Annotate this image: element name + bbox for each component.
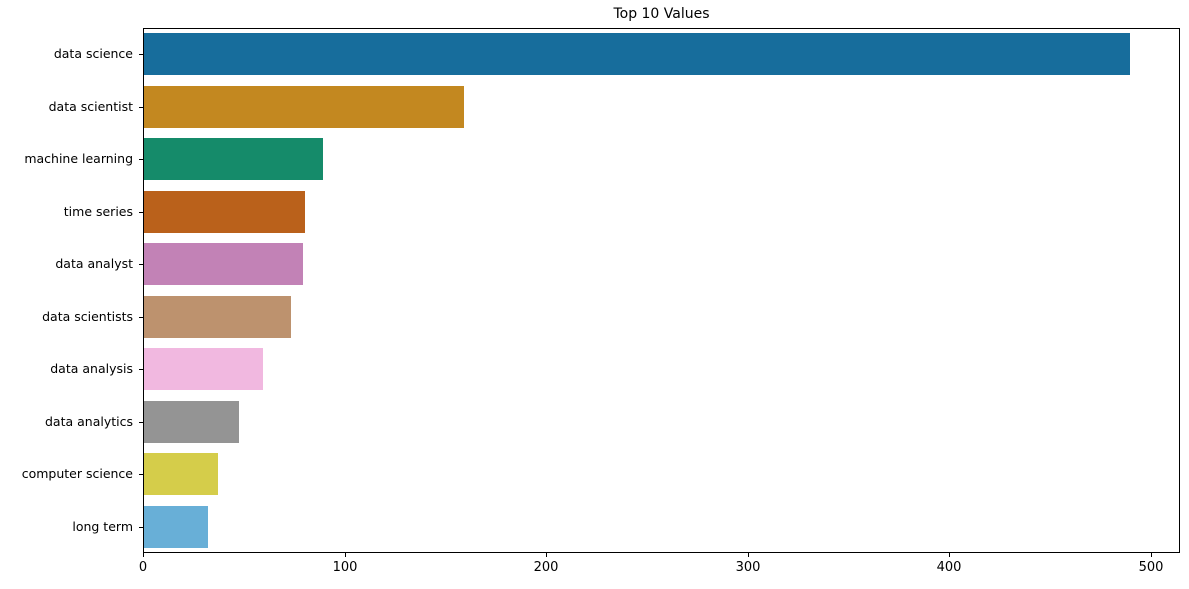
y-tick-mark — [139, 212, 143, 213]
bar-long-term — [144, 505, 209, 548]
x-tick-mark — [345, 553, 346, 557]
bar-data-science — [144, 33, 1130, 76]
bar-time-series — [144, 190, 305, 233]
y-tick-mark — [139, 369, 143, 370]
x-tick-mark — [949, 553, 950, 557]
x-tick-label: 0 — [138, 560, 148, 575]
y-tick-label: data analytics — [44, 413, 133, 429]
y-tick-mark — [139, 527, 143, 528]
y-tick-label: machine learning — [24, 151, 133, 167]
y-tick-label: data scientists — [42, 308, 133, 324]
x-tick-label: 100 — [332, 560, 358, 575]
bar-data-scientist — [144, 85, 464, 128]
bar-machine-learning — [144, 138, 324, 181]
y-tick-label: data analysis — [50, 361, 133, 377]
x-tick-label: 200 — [533, 560, 559, 575]
y-tick-mark — [139, 317, 143, 318]
y-tick-mark — [139, 264, 143, 265]
y-tick-label: data analyst — [55, 256, 133, 272]
y-tick-mark — [139, 474, 143, 475]
x-tick-mark — [546, 553, 547, 557]
x-tick-label: 400 — [936, 560, 962, 575]
plot-area — [143, 28, 1180, 553]
y-tick-label: time series — [63, 203, 133, 219]
y-tick-label: data science — [53, 46, 133, 62]
x-tick-mark — [143, 553, 144, 557]
x-tick-label: 500 — [1138, 560, 1164, 575]
y-tick-mark — [139, 107, 143, 108]
chart-title: Top 10 Values — [613, 6, 710, 22]
y-tick-label: computer science — [21, 466, 133, 482]
y-tick-mark — [139, 54, 143, 55]
bar-data-analysis — [144, 348, 263, 391]
bar-data-analytics — [144, 400, 239, 443]
bar-data-analyst — [144, 243, 303, 286]
bar-data-scientists — [144, 295, 291, 338]
bar-computer-science — [144, 453, 219, 496]
y-tick-mark — [139, 159, 143, 160]
y-tick-label: data scientist — [48, 98, 133, 114]
y-tick-mark — [139, 422, 143, 423]
y-tick-label: long term — [72, 518, 133, 534]
x-tick-mark — [748, 553, 749, 557]
x-tick-mark — [1151, 553, 1152, 557]
x-tick-label: 300 — [735, 560, 761, 575]
